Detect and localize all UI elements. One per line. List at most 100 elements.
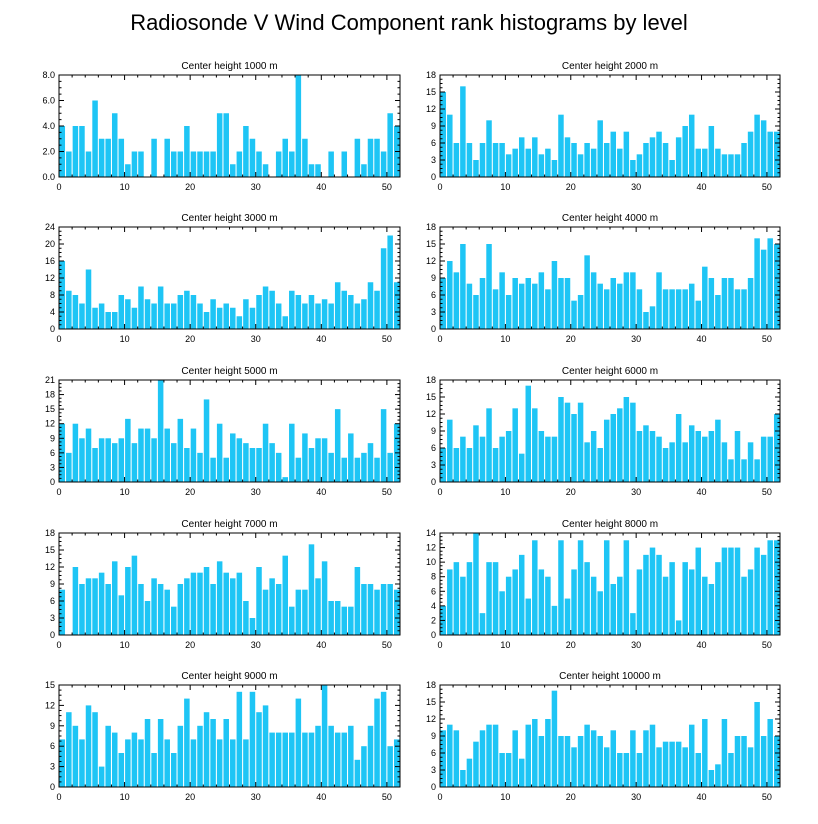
histogram-bar [636, 154, 643, 177]
histogram-bar [131, 307, 138, 329]
histogram-bar [348, 725, 354, 787]
histogram-bar [131, 732, 138, 787]
panel-title: Center height 5000 m [181, 366, 277, 377]
y-tick-label: 9 [431, 273, 436, 283]
histogram-bar [571, 414, 577, 482]
histogram-bar [203, 567, 210, 635]
histogram-bar [367, 725, 374, 787]
histogram-bar [649, 306, 656, 329]
y-tick-label: 18 [45, 528, 55, 538]
histogram-bar [623, 397, 630, 482]
histogram-bar [92, 448, 98, 482]
histogram-bar [453, 272, 460, 329]
histogram-bar [590, 431, 597, 482]
histogram-bar [223, 457, 229, 482]
histogram-bar [636, 289, 643, 329]
y-tick-label: 3 [431, 765, 436, 775]
histogram-bar [125, 164, 131, 177]
histogram-bar [754, 547, 760, 635]
histogram-bar [741, 576, 747, 635]
histogram-bar [623, 540, 630, 635]
histogram-bar [453, 562, 460, 635]
histogram-bar [197, 303, 203, 329]
y-tick-label: 4.0 [42, 121, 55, 131]
histogram-bar [760, 120, 767, 177]
histogram-bar [308, 295, 315, 329]
histogram-bar [702, 436, 708, 482]
y-tick-label: 10 [426, 557, 436, 567]
x-tick-label: 20 [185, 640, 195, 650]
y-tick-label: 9 [431, 731, 436, 741]
histogram-bar [773, 736, 780, 787]
panel-title: Center height 1000 m [181, 61, 277, 72]
x-tick-label: 30 [251, 487, 261, 497]
histogram-bar [473, 425, 479, 482]
histogram-bar [688, 569, 695, 635]
histogram-bar [512, 730, 518, 787]
histogram-bar [499, 272, 505, 329]
y-tick-label: 12 [426, 256, 436, 266]
histogram-bar [72, 423, 79, 482]
histogram-bar [328, 601, 334, 635]
histogram-bar [558, 114, 564, 177]
x-tick-label: 20 [185, 487, 195, 497]
histogram-bar [85, 578, 92, 635]
histogram-bar [597, 736, 603, 787]
histogram-bar [466, 758, 473, 787]
histogram-bar [505, 431, 512, 482]
histogram-bar [171, 753, 177, 787]
histogram-bar [249, 448, 256, 482]
histogram-bar [125, 567, 131, 635]
histogram-bar [747, 278, 754, 329]
histogram-bar [505, 576, 512, 635]
histogram-bar [151, 138, 157, 177]
histogram-bar [105, 138, 111, 177]
histogram-bar [525, 148, 532, 177]
histogram-bar [577, 154, 584, 177]
x-tick-label: 10 [500, 182, 510, 192]
histogram-bar [321, 685, 328, 787]
y-tick-label: 9 [50, 433, 55, 443]
histogram-panel: Center height 4000 m 0 10 20 30 40 50 0 3 6 9 12 15 1… [426, 213, 781, 344]
histogram-bar [249, 138, 256, 177]
histogram-bar [308, 732, 315, 787]
histogram-bar [447, 261, 453, 329]
histogram-bar [597, 591, 603, 635]
histogram-bar [466, 143, 473, 177]
histogram-bar [551, 690, 558, 787]
histogram-bar [499, 436, 505, 482]
histogram-bar [577, 540, 584, 635]
histogram-bar [630, 272, 636, 329]
histogram-bar [144, 719, 151, 787]
y-tick-label: 6 [431, 748, 436, 758]
histogram-bar [610, 278, 617, 329]
histogram-bar [210, 719, 216, 787]
histogram-bar [236, 438, 243, 482]
histogram-bar [184, 126, 190, 177]
x-tick-label: 50 [762, 334, 772, 344]
histogram-bar [98, 138, 105, 177]
histogram-bar [610, 131, 617, 177]
y-tick-label: 6.0 [42, 96, 55, 106]
histogram-bar [249, 618, 256, 635]
histogram-bar [721, 547, 728, 635]
histogram-bar [577, 295, 584, 329]
histogram-bar [643, 425, 649, 482]
histogram-bar [466, 283, 473, 329]
histogram-bar [118, 295, 125, 329]
histogram-bar [577, 736, 584, 787]
histogram-bar [361, 299, 367, 329]
histogram-bar [85, 705, 92, 787]
x-tick-label: 10 [500, 334, 510, 344]
histogram-bar [105, 312, 111, 329]
histogram-bar [236, 316, 243, 329]
histogram-bar [308, 544, 315, 635]
histogram-bar [171, 606, 177, 635]
histogram-bar [656, 272, 662, 329]
y-tick-label: 24 [45, 222, 55, 232]
histogram-bar [308, 448, 315, 482]
histogram-bar [361, 584, 367, 635]
histogram-bar [203, 399, 210, 482]
histogram-bar [230, 164, 236, 177]
